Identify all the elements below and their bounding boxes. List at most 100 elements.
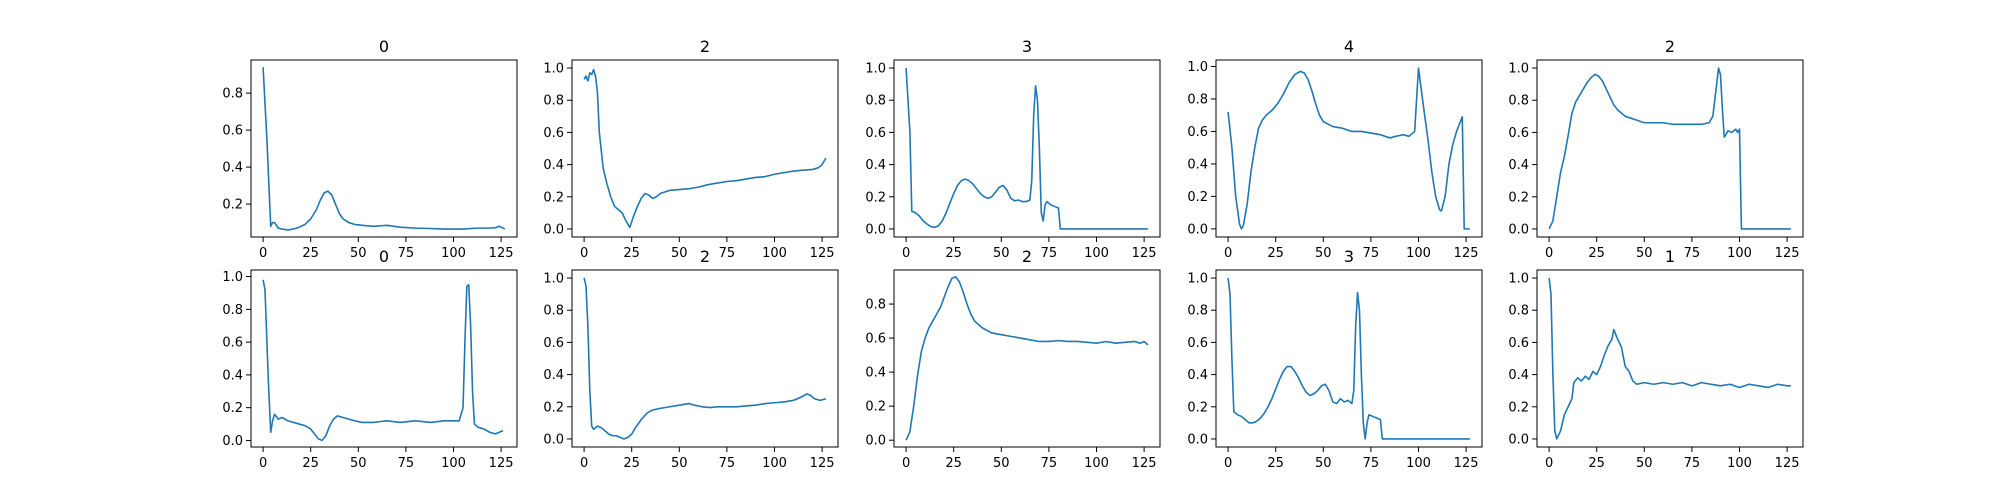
subplot-2: 2 0 25 50 75 100 125 0.0 0.2 0.4 0.6 0.8 1.0 (543, 37, 839, 261)
x-tick-label: 50 (350, 456, 367, 471)
y-tick-label: 0.8 (1508, 94, 1529, 109)
y-tick-label: 0.4 (543, 158, 564, 173)
y-tick-label: 0.2 (543, 190, 564, 205)
y-tick-label: 1.0 (1187, 272, 1208, 287)
x-tick-label: 0 (1545, 456, 1553, 471)
y-tick-label: 0.0 (543, 222, 564, 237)
axes-frame (1536, 59, 1804, 238)
y-tick-label: 0.2 (1187, 400, 1208, 415)
x-tick-label: 75 (398, 246, 415, 261)
subplot-10: 1 0 25 50 75 100 125 0.0 0.2 0.4 0.6 0.8 1.0 (1508, 247, 1804, 471)
y-tick-label: 0.6 (222, 124, 243, 139)
x-tick-label: 75 (1363, 246, 1380, 261)
subplot-1: 0 0 25 50 75 100 125 0.2 0.4 0.6 0.8 (222, 37, 518, 261)
axes-frame (571, 269, 839, 448)
x-tick-label: 0 (580, 456, 588, 471)
x-tick-label: 100 (441, 456, 466, 471)
y-tick-label: 1.0 (1508, 272, 1529, 287)
subplot-8: 2 0 25 50 75 100 125 0.0 0.2 0.4 0.6 0.8 (865, 247, 1161, 471)
subplot-title: 2 (1022, 247, 1032, 266)
subplot-title: 2 (1665, 37, 1675, 56)
x-tick-label: 50 (671, 246, 688, 261)
y-tick-label: 0.8 (1187, 304, 1208, 319)
subplot-title: 3 (1344, 247, 1354, 266)
y-tick-label: 0.2 (543, 400, 564, 415)
y-tick-label: 0.4 (543, 368, 564, 383)
subplot-title: 2 (700, 37, 710, 56)
y-tick-label: 0.6 (543, 126, 564, 141)
series-line (1227, 277, 1470, 440)
series-line (1548, 67, 1791, 230)
subplot-3: 3 0 25 50 75 100 125 0.0 0.2 0.4 0.6 0.8 1.0 (865, 37, 1161, 261)
x-tick-label: 125 (1132, 246, 1157, 261)
x-tick-label: 125 (810, 456, 835, 471)
series-line (1548, 277, 1791, 440)
y-tick-label: 0.0 (1187, 432, 1208, 447)
x-tick-label: 50 (993, 456, 1010, 471)
y-tick-label: 0.6 (865, 332, 886, 347)
y-tick-label: 0.0 (543, 432, 564, 447)
x-tick-label: 0 (1224, 246, 1232, 261)
x-tick-label: 125 (489, 246, 514, 261)
y-tick-label: 0.0 (1508, 432, 1529, 447)
series-line (905, 276, 1149, 441)
y-tick-label: 0.4 (222, 161, 243, 176)
x-tick-label: 50 (993, 246, 1010, 261)
axes-frame (893, 59, 1161, 238)
subplot-title: 0 (379, 37, 389, 56)
y-tick-label: 0.2 (222, 198, 243, 213)
y-tick-label: 0.8 (222, 303, 243, 318)
y-tick-label: 0.6 (865, 126, 886, 141)
x-tick-label: 100 (1406, 456, 1431, 471)
x-tick-label: 25 (623, 246, 640, 261)
y-tick-label: 0.2 (865, 400, 886, 415)
x-tick-label: 75 (1684, 246, 1701, 261)
x-tick-label: 50 (350, 246, 367, 261)
y-tick-label: 0.4 (1508, 368, 1529, 383)
x-tick-label: 0 (1224, 456, 1232, 471)
series-line (583, 277, 827, 440)
x-tick-label: 25 (1267, 246, 1284, 261)
y-tick-label: 0.6 (1187, 336, 1208, 351)
x-tick-label: 100 (1727, 246, 1752, 261)
y-tick-label: 1.0 (1187, 60, 1208, 75)
y-tick-label: 0.2 (865, 190, 886, 205)
x-tick-label: 25 (1588, 246, 1605, 261)
x-tick-label: 0 (580, 246, 588, 261)
y-tick-label: 0.8 (865, 94, 886, 109)
x-tick-label: 50 (1315, 246, 1332, 261)
x-tick-label: 25 (623, 456, 640, 471)
series-line (905, 68, 1148, 230)
y-tick-label: 0.0 (865, 434, 886, 449)
x-tick-label: 0 (259, 456, 267, 471)
x-tick-label: 100 (1727, 456, 1752, 471)
x-tick-label: 0 (1545, 246, 1553, 261)
y-tick-label: 0.6 (1187, 125, 1208, 140)
x-tick-label: 125 (1132, 456, 1157, 471)
axes-frame (571, 59, 839, 238)
x-tick-label: 125 (489, 456, 514, 471)
subplot-6: 0 0 25 50 75 100 125 0.0 0.2 0.4 0.6 0.8 1.0 (222, 247, 518, 471)
x-tick-label: 0 (259, 246, 267, 261)
y-tick-label: 0.6 (543, 336, 564, 351)
x-tick-label: 125 (1454, 246, 1479, 261)
x-tick-label: 50 (1636, 456, 1653, 471)
subplot-title: 4 (1344, 37, 1354, 56)
x-tick-label: 25 (945, 456, 962, 471)
x-tick-label: 125 (1775, 456, 1800, 471)
series-line (262, 67, 506, 231)
x-tick-label: 125 (1454, 456, 1479, 471)
axes-frame (1215, 269, 1483, 448)
subplot-4: 4 0 25 50 75 100 125 0.0 0.2 0.4 0.6 0.8 1.0 (1187, 37, 1483, 261)
x-tick-label: 100 (1084, 456, 1109, 471)
y-tick-label: 0.2 (1508, 400, 1529, 415)
x-tick-label: 100 (1406, 246, 1431, 261)
x-tick-label: 75 (398, 456, 415, 471)
x-tick-label: 100 (762, 246, 787, 261)
x-tick-label: 25 (302, 246, 319, 261)
y-tick-label: 0.6 (1508, 126, 1529, 141)
x-tick-label: 50 (1315, 456, 1332, 471)
y-tick-label: 0.0 (222, 434, 243, 449)
x-tick-label: 25 (945, 246, 962, 261)
